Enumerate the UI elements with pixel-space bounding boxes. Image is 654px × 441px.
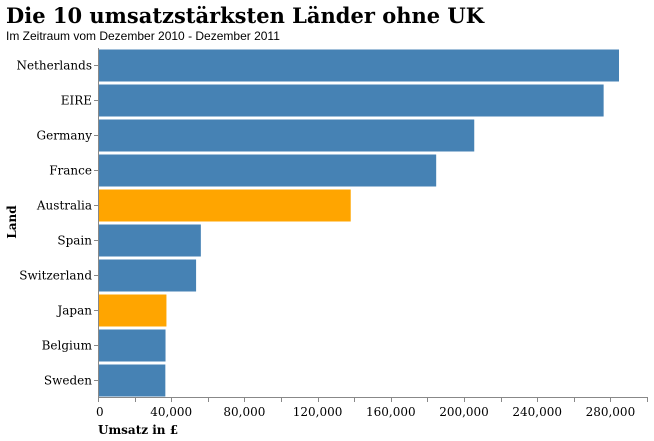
y-tick-label-sweden: Sweden (44, 374, 92, 388)
chart-title: Die 10 umsatzstärksten Länder ohne UK (6, 3, 484, 28)
bar-belgium (98, 329, 166, 362)
chart-subtitle: Im Zeitraum vom Dezember 2010 - Dezember… (6, 29, 280, 43)
y-tick-label-eire: EIRE (61, 94, 92, 108)
x-tick-label-200000: 200,000 (439, 405, 489, 419)
bar-eire (98, 84, 604, 117)
y-tick-label-belgium: Belgium (42, 339, 93, 353)
x-tick-label-240000: 240,000 (512, 405, 562, 419)
y-tick-label-australia: Australia (36, 199, 92, 213)
x-tick-label-160000: 160,000 (366, 405, 416, 419)
x-tick-label-120000: 120,000 (293, 405, 343, 419)
x-tick-label-280000: 280,000 (586, 405, 636, 419)
y-tick-label-japan: Japan (55, 304, 92, 318)
bar-spain (98, 224, 201, 257)
x-axis: 0 40,000 80,000 120,000 160,000 200,000 240,00… (96, 397, 648, 419)
bar-australia (98, 189, 351, 222)
x-tick-label-80000: 80,000 (223, 405, 265, 419)
x-tick-label-40000: 40,000 (150, 405, 192, 419)
y-tick-label-netherlands: Netherlands (16, 59, 92, 73)
bar-france (98, 154, 437, 187)
bars-group (98, 49, 620, 397)
bar-netherlands (98, 49, 620, 82)
bar-germany (98, 119, 475, 152)
y-axis-labels: Netherlands EIRE Germany France Australia Spa… (16, 48, 99, 397)
bar-switzerland (98, 259, 197, 292)
x-tick-label-0: 0 (96, 405, 104, 419)
x-axis-title: Umsatz in £ (98, 423, 178, 437)
y-tick-label-switzerland: Switzerland (19, 269, 92, 283)
bar-japan (98, 294, 167, 327)
y-tick-label-germany: Germany (37, 129, 93, 143)
bar-sweden (98, 364, 166, 397)
y-tick-label-spain: Spain (57, 234, 92, 248)
y-axis-title: Land (5, 205, 19, 239)
y-tick-label-france: France (49, 164, 92, 178)
